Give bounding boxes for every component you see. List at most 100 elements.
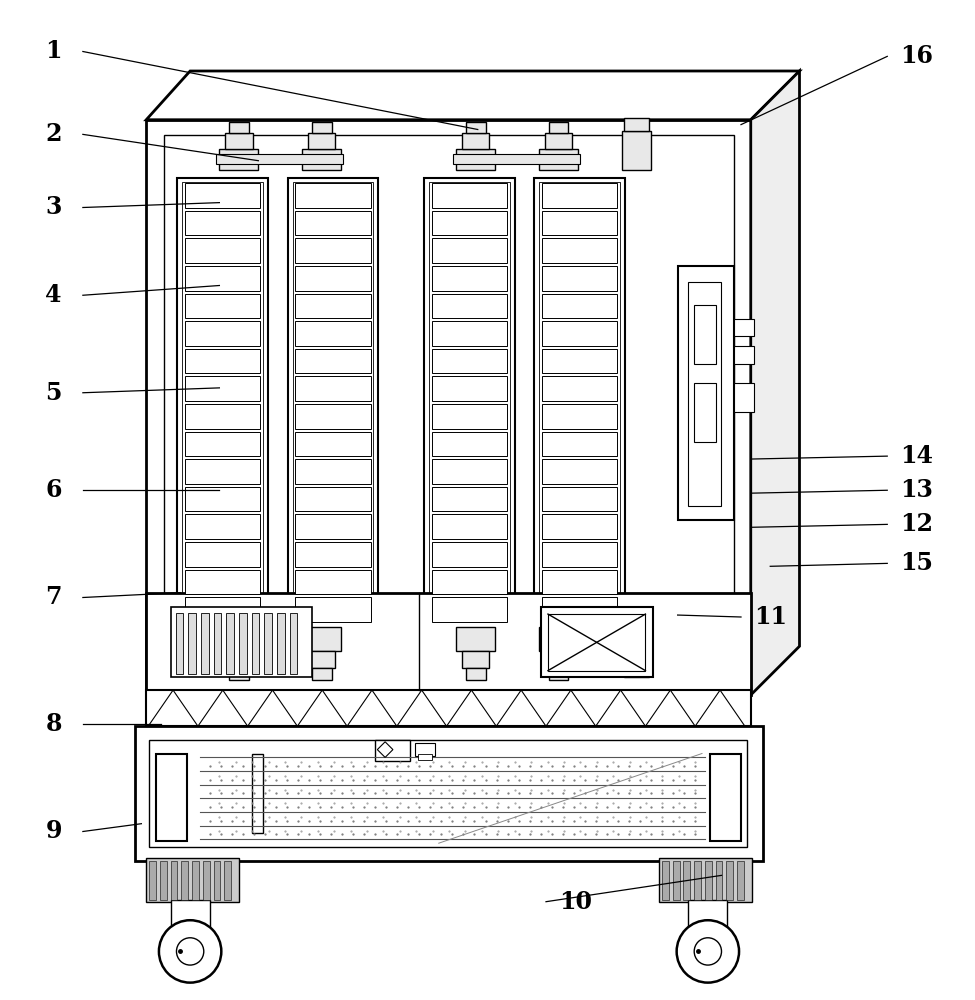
Bar (146, 593, 751, 690)
Bar (432, 294, 507, 318)
Bar (456, 627, 495, 651)
Bar (432, 183, 507, 208)
Circle shape (159, 920, 221, 983)
Text: 15: 15 (900, 551, 933, 575)
Bar (239, 613, 247, 674)
Bar (229, 668, 249, 680)
Bar (185, 459, 260, 484)
Bar (185, 321, 260, 346)
Bar (734, 383, 754, 412)
Bar (295, 321, 370, 346)
Bar (710, 754, 741, 841)
Bar (624, 656, 649, 677)
Bar (432, 432, 507, 456)
Bar (185, 597, 260, 622)
Text: 16: 16 (900, 44, 933, 68)
Bar (549, 122, 568, 133)
Bar (185, 183, 260, 208)
Bar (542, 376, 617, 401)
Bar (295, 459, 370, 484)
Bar (185, 487, 260, 511)
Text: 5: 5 (46, 381, 61, 405)
Circle shape (176, 938, 204, 965)
Bar (432, 349, 507, 373)
Bar (545, 651, 572, 668)
Bar (542, 432, 617, 456)
Polygon shape (146, 71, 799, 120)
Text: 12: 12 (900, 512, 933, 536)
Bar (424, 178, 515, 627)
Bar (288, 178, 378, 627)
Bar (534, 178, 625, 627)
Bar (224, 861, 231, 900)
Bar (542, 459, 617, 484)
Bar (432, 570, 507, 594)
Text: 3: 3 (46, 196, 61, 220)
Bar (295, 266, 370, 291)
Bar (694, 383, 716, 442)
Bar (375, 740, 410, 761)
Bar (225, 651, 253, 668)
Bar (219, 627, 258, 651)
Bar (542, 570, 617, 594)
Bar (135, 726, 763, 861)
Bar (302, 149, 341, 170)
Bar (201, 613, 209, 674)
Bar (295, 211, 370, 235)
Text: 8: 8 (46, 712, 61, 736)
Bar (545, 133, 572, 149)
Text: 4: 4 (46, 283, 61, 307)
Polygon shape (146, 690, 751, 726)
Bar (542, 321, 617, 346)
Bar (694, 861, 701, 900)
Bar (185, 238, 260, 263)
Bar (432, 376, 507, 401)
Bar (432, 404, 507, 429)
Bar (432, 542, 507, 567)
Bar (542, 183, 617, 208)
Polygon shape (377, 742, 393, 757)
Bar (214, 613, 221, 674)
Bar (432, 514, 507, 539)
Bar (549, 668, 568, 680)
Bar (539, 627, 578, 651)
Bar (203, 861, 210, 900)
Bar (295, 514, 370, 539)
Bar (542, 514, 617, 539)
Bar (146, 858, 239, 902)
Bar (185, 266, 260, 291)
Bar (185, 514, 260, 539)
Bar (542, 404, 617, 429)
Bar (188, 613, 196, 674)
Bar (678, 266, 734, 520)
Bar (688, 282, 721, 506)
Bar (542, 542, 617, 567)
Bar (542, 597, 617, 622)
Bar (226, 613, 234, 674)
Bar (295, 238, 370, 263)
Bar (295, 432, 370, 456)
Bar (185, 432, 260, 456)
Bar (548, 614, 645, 671)
Text: 13: 13 (900, 478, 933, 502)
Bar (146, 120, 751, 695)
Bar (149, 861, 156, 900)
Bar (542, 487, 617, 511)
Bar (734, 346, 754, 363)
Bar (164, 135, 734, 679)
Bar (415, 743, 435, 756)
Bar (705, 861, 712, 900)
Bar (185, 542, 260, 567)
Bar (542, 349, 617, 373)
Bar (432, 238, 507, 263)
Bar (308, 133, 335, 149)
Bar (185, 211, 260, 235)
Bar (216, 154, 343, 164)
Bar (185, 404, 260, 429)
Bar (539, 149, 578, 170)
Bar (432, 487, 507, 511)
Bar (225, 133, 253, 149)
Bar (171, 861, 177, 900)
Bar (432, 211, 507, 235)
Bar (429, 182, 510, 623)
